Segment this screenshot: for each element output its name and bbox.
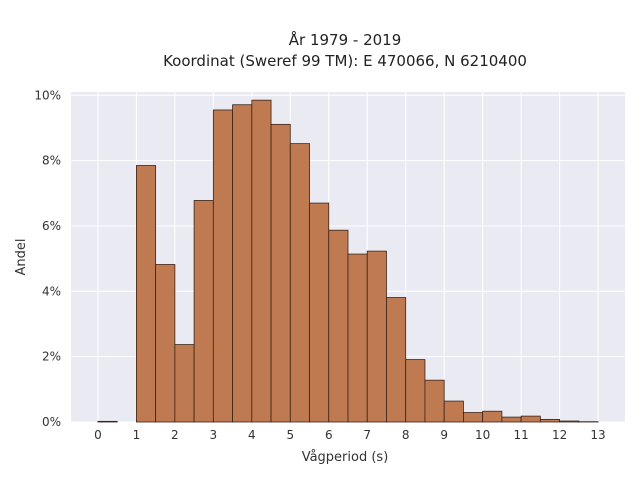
histogram-bar [520, 415, 541, 423]
histogram-bar [443, 400, 464, 423]
histogram-bar [424, 379, 445, 423]
x-tick-label: 2 [171, 428, 179, 442]
histogram-bar [97, 420, 118, 423]
y-tick-label: 4% [42, 284, 61, 298]
chart-title: År 1979 - 2019 [289, 30, 402, 49]
histogram-bar [366, 250, 387, 423]
x-tick-label: 5 [286, 428, 294, 442]
histogram-bar [193, 200, 214, 423]
histogram-bar [386, 297, 407, 423]
histogram-bar [347, 253, 368, 423]
x-tick-label: 9 [440, 428, 448, 442]
x-tick-label: 13 [590, 428, 605, 442]
x-tick-label: 10 [475, 428, 490, 442]
x-tick-label: 8 [402, 428, 410, 442]
x-tick-label: 7 [363, 428, 371, 442]
y-tick-label: 2% [42, 350, 61, 364]
histogram-bar [232, 104, 253, 423]
x-tick-label: 0 [94, 428, 102, 442]
histogram-bar [501, 416, 522, 423]
bars [97, 99, 599, 423]
x-tick-label: 12 [552, 428, 567, 442]
x-tick-label: 4 [248, 428, 256, 442]
histogram-bar [482, 410, 503, 423]
y-axis-label: Andel [14, 239, 29, 276]
y-tick-label: 0% [42, 415, 61, 429]
x-tick-label: 11 [513, 428, 528, 442]
histogram-bar [155, 264, 176, 423]
histogram-bar [212, 109, 233, 423]
histogram-bar [270, 123, 291, 423]
histogram-bar [539, 418, 560, 423]
x-tick-label: 1 [133, 428, 141, 442]
x-tick-label: 6 [325, 428, 333, 442]
chart-subtitle: Koordinat (Sweref 99 TM): E 470066, N 62… [163, 52, 527, 70]
x-axis-label: Vågperiod (s) [302, 450, 389, 465]
histogram-bar [405, 359, 426, 423]
histogram-bar [174, 344, 195, 423]
histogram-bar [251, 99, 272, 423]
histogram-bar [309, 202, 330, 423]
y-tick-label: 8% [42, 154, 61, 168]
x-tick-labels: 0 1 2 3 4 5 6 7 8 9 10 11 12 13 [94, 428, 606, 442]
histogram-bar [136, 165, 157, 423]
y-tick-label: 6% [42, 219, 61, 233]
histogram-bar [289, 143, 310, 423]
histogram-bar [559, 420, 580, 423]
histogram-bar [463, 412, 484, 423]
y-tick-label: 10% [34, 88, 61, 102]
histogram-bar [328, 229, 349, 423]
y-tick-labels: 0% 2% 4% 6% 8% 10% [34, 88, 61, 429]
x-tick-label: 3 [210, 428, 218, 442]
